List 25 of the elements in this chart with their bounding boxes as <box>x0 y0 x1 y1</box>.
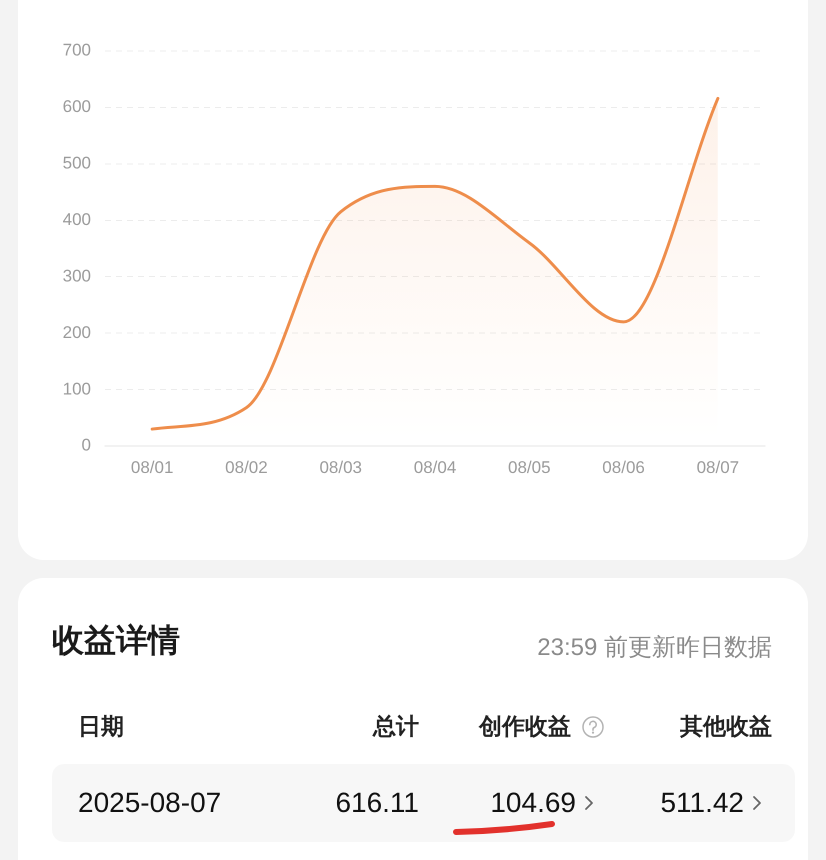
x-tick-label: 08/02 <box>225 458 268 477</box>
text: 616.11 <box>335 786 419 819</box>
x-tick-label: 08/05 <box>508 458 551 477</box>
text: 2025-08-07 <box>78 786 222 819</box>
text: 收益详情 <box>52 620 180 661</box>
x-tick-label: 08/03 <box>319 458 362 477</box>
y-tick-label: 500 <box>62 154 91 173</box>
x-tick-label: 08/01 <box>130 458 174 477</box>
text: 511.42 <box>660 786 744 819</box>
y-tick-label: 400 <box>62 210 91 229</box>
x-tick-label: 08/07 <box>696 458 740 477</box>
x-tick-label: 08/04 <box>414 458 456 477</box>
text: 104.69 <box>490 786 576 819</box>
y-tick-label: 0 <box>82 436 91 455</box>
y-tick-label: 100 <box>62 379 91 398</box>
y-tick-label: 200 <box>62 322 91 342</box>
text: 总计 <box>373 713 419 742</box>
y-tick-label: 300 <box>62 266 91 286</box>
y-tick-label: 600 <box>62 97 91 116</box>
x-tick-label: 08/06 <box>602 458 645 477</box>
text: 日期 <box>78 713 124 742</box>
y-tick-label: 700 <box>62 40 91 60</box>
text: 其他收益 <box>680 713 772 742</box>
text: 23:59 前更新昨日数据 <box>537 633 772 663</box>
text: 创作收益 <box>479 713 571 742</box>
